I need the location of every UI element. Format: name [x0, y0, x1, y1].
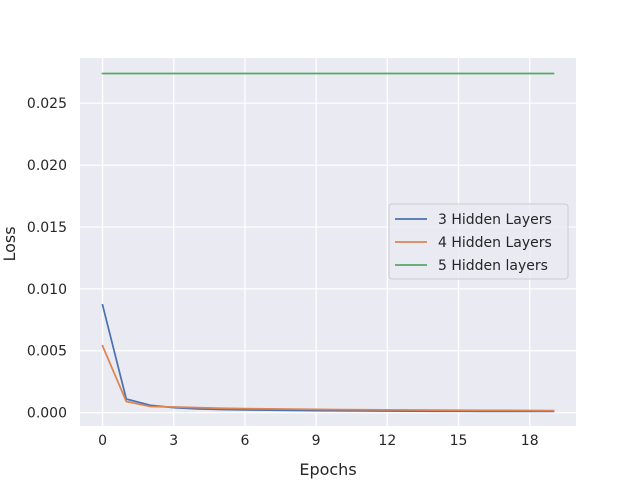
- x-tick-label: 6: [240, 433, 249, 449]
- legend-box: [388, 203, 569, 280]
- y-tick-label: 0.000: [27, 406, 67, 422]
- series-line-2: [101, 344, 555, 412]
- y-tick-label: 0.025: [27, 96, 67, 112]
- x-axis-label: Epochs: [299, 460, 356, 479]
- y-tick-label: 0.020: [27, 158, 67, 174]
- x-tick-label: 18: [521, 433, 539, 449]
- series-layer: [101, 72, 555, 413]
- legend-label-1: 3 Hidden Layers: [438, 212, 552, 228]
- y-tick-label: 0.015: [27, 220, 67, 236]
- x-tick-labels: 0 3 6 9 12 15 18: [98, 433, 539, 449]
- legend-label-3: 5 Hidden layers: [438, 258, 548, 274]
- x-tick-label: 3: [169, 433, 178, 449]
- legend: 3 Hidden Layers 4 Hidden Layers 5 Hidden l…: [388, 203, 569, 280]
- x-tick-label: 12: [378, 433, 396, 449]
- legend-label-2: 4 Hidden Layers: [438, 235, 552, 251]
- y-tick-label: 0.010: [27, 282, 67, 298]
- x-tick-label: 15: [450, 433, 468, 449]
- x-tick-label: 0: [98, 433, 107, 449]
- y-axis-label: Loss: [0, 226, 19, 261]
- y-tick-labels: 0.000 0.005 0.010 0.015 0.020 0.025: [27, 96, 67, 421]
- y-tick-label: 0.005: [27, 344, 67, 360]
- x-tick-label: 9: [312, 433, 321, 449]
